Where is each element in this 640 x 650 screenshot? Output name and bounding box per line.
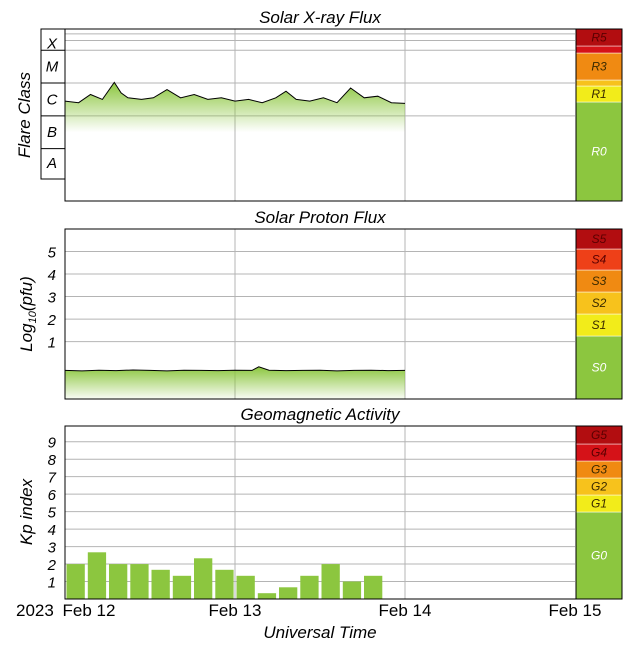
kp-bar-9: [236, 575, 255, 599]
kp-tick-label-6: 6: [48, 487, 57, 504]
panel-frame: [64, 228, 623, 400]
x-tick-label-2: Feb 13: [209, 601, 262, 620]
flare-class-label-C: C: [47, 91, 58, 108]
g-scale-label-G3: G3: [591, 463, 607, 477]
kp-tick-label-9: 9: [48, 435, 57, 452]
kp-bar-11: [279, 587, 298, 599]
xray-flux-area: [65, 82, 405, 133]
proton-y-label-subscript: 10: [27, 310, 39, 323]
g-scale-band-G0: [575, 511, 623, 600]
kp-tick-label-1: 1: [48, 575, 56, 592]
x-axis-ticks: Feb 12 Feb 13 Feb 14 Feb 15: [63, 601, 602, 620]
flare-class-label-A: A: [46, 155, 57, 172]
s-scale-label-S2: S2: [592, 296, 607, 310]
s-scale-label-S0: S0: [592, 361, 607, 375]
kp-y-axis-label: Kp index: [17, 478, 36, 545]
g-scale-label-G1: G1: [591, 497, 607, 511]
flare-class-label-X: X: [46, 36, 58, 53]
panel-frame: [64, 28, 623, 202]
kp-tick-label-2: 2: [47, 557, 57, 574]
kp-bar-15: [364, 575, 383, 599]
kp-bar-2: [87, 552, 107, 599]
proton-y-label-unit: (pfu): [17, 276, 36, 311]
g-scale-label-G0: G0: [591, 549, 607, 563]
proton-tick-label-4: 4: [48, 267, 56, 284]
year-label: 2023: [16, 601, 54, 620]
kp-bar-10: [257, 593, 277, 599]
s-scale-label-S4: S4: [592, 253, 607, 267]
r-scale-band-R4: [575, 45, 623, 54]
proton-y-axis-label: Log10(pfu): [17, 276, 39, 352]
r-scale-label-R0: R0: [591, 145, 607, 159]
kp-bar-1: [66, 564, 85, 599]
g-scale-label-G5: G5: [591, 428, 607, 442]
kp-bar-8: [215, 569, 234, 599]
proton-flux-line: [64, 366, 406, 372]
kp-tick-label-7: 7: [48, 470, 57, 487]
panel-frame: [64, 425, 623, 600]
kp-bar-3: [109, 564, 128, 599]
x-tick-label-1: Feb 12: [63, 601, 116, 620]
s-scale-band-S0: [575, 335, 623, 400]
kp-bar-6: [172, 575, 192, 599]
proton-flux-panel: 1 2 3 4 5 S0 S1 S2 S3 S4 S5: [47, 228, 623, 400]
s-scale-label-S1: S1: [592, 318, 607, 332]
kp-bar-4: [130, 564, 149, 599]
proton-tick-label-3: 3: [48, 290, 57, 307]
r-scale-label-R1: R1: [591, 87, 606, 101]
r-scale-label-R3: R3: [591, 60, 607, 74]
proton-tick-label-1: 1: [48, 335, 56, 352]
s-scale-label-S5: S5: [592, 232, 607, 246]
kp-tick-label-3: 3: [48, 540, 57, 557]
x-tick-label-4: Feb 15: [549, 601, 602, 620]
proton-tick-label-5: 5: [48, 245, 57, 262]
xray-panel-title: Solar X-ray Flux: [259, 8, 381, 27]
flare-class-label-M: M: [46, 59, 59, 76]
kp-bar-5: [151, 569, 170, 599]
g-scale-label-G4: G4: [591, 446, 607, 460]
proton-panel-title: Solar Proton Flux: [254, 208, 386, 227]
geomagnetic-panel-title: Geomagnetic Activity: [240, 405, 401, 424]
r-scale-band-R3: [575, 52, 623, 81]
kp-bar-7: [194, 558, 213, 599]
kp-bar-14: [342, 581, 362, 599]
r-scale-label-R5: R5: [591, 31, 607, 45]
x-axis-label: Universal Time: [263, 623, 376, 642]
proton-flux-area: [65, 366, 405, 399]
g-scale-label-G2: G2: [591, 480, 607, 494]
kp-bar-12: [300, 575, 319, 599]
kp-bar-13: [321, 564, 340, 599]
flare-class-label-B: B: [47, 124, 57, 141]
s-scale-label-S3: S3: [592, 274, 607, 288]
kp-tick-label-5: 5: [48, 505, 57, 522]
x-tick-label-3: Feb 14: [379, 601, 432, 620]
xray-y-axis-label: Flare Class: [15, 72, 34, 158]
xray-flux-line: [64, 81, 406, 104]
r-scale-band-R2: [575, 79, 623, 87]
proton-y-label-base: Log: [17, 323, 36, 352]
kp-tick-label-8: 8: [48, 452, 57, 469]
kp-tick-label-4: 4: [48, 522, 56, 539]
proton-tick-label-2: 2: [47, 312, 57, 329]
